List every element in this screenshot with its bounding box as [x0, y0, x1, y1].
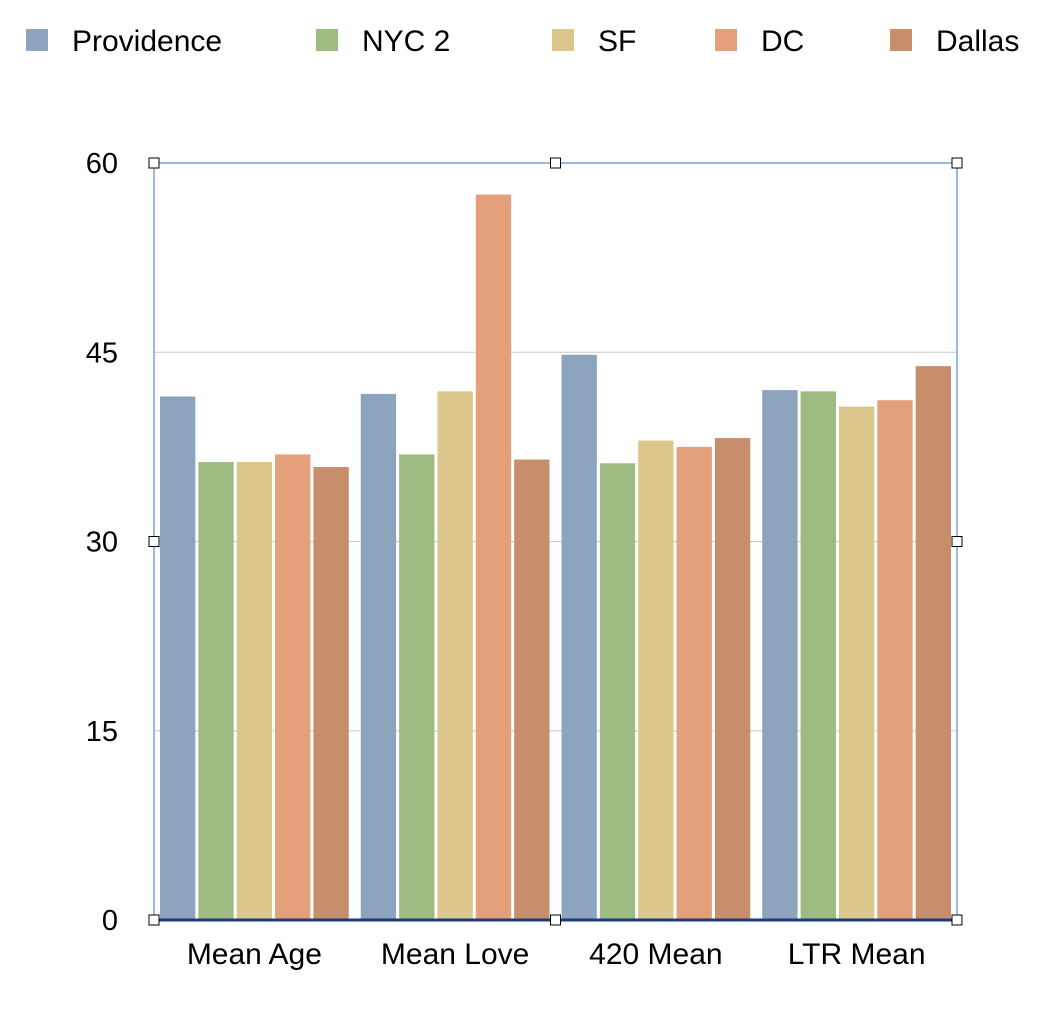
- bar-group-mean-love: [360, 194, 550, 920]
- resize-handle-top-center[interactable]: [550, 157, 561, 169]
- legend-item-dc: DC: [715, 25, 804, 58]
- bar-mean-love-sf: [437, 391, 473, 920]
- bar-mean-age-nyc-2: [198, 462, 234, 920]
- bar-group-420-mean: [561, 354, 751, 921]
- resize-handle-middle-left[interactable]: [148, 536, 160, 547]
- bars: [160, 194, 951, 921]
- resize-handle-bottom-center[interactable]: [550, 914, 561, 926]
- y-tick-45: 45: [86, 337, 118, 369]
- x-category-mean-age: Mean Age: [187, 938, 322, 971]
- legend-swatch-dc: [715, 29, 737, 51]
- legend-swatch-nyc-2: [316, 29, 338, 51]
- bar-ltr-mean-sf: [838, 406, 875, 920]
- legend-item-dallas: Dallas: [890, 25, 1019, 58]
- bar-group-mean-age: [160, 396, 349, 920]
- bar-ltr-mean-dallas: [915, 366, 951, 921]
- y-axis-ticks: 0 15 30 45 60: [86, 148, 118, 937]
- bar-420-mean-nyc-2: [599, 463, 636, 920]
- bar-group-ltr-mean: [762, 366, 951, 921]
- legend-swatch-sf: [552, 29, 574, 51]
- bar-ltr-mean-providence: [762, 390, 798, 921]
- bar-mean-age-sf: [236, 462, 273, 920]
- legend-swatch-providence: [26, 29, 48, 51]
- legend-label-nyc-2: NYC 2: [362, 25, 450, 58]
- resize-handle-top-right[interactable]: [951, 157, 963, 169]
- chart-legend: Providence NYC 2 SF DC Dallas: [26, 25, 1019, 58]
- y-tick-0: 0: [102, 905, 118, 937]
- bar-420-mean-dallas: [714, 438, 751, 920]
- resize-handle-middle-right[interactable]: [951, 536, 963, 547]
- plot-selection-frame: [148, 157, 963, 926]
- bar-ltr-mean-nyc-2: [800, 391, 836, 920]
- y-tick-15: 15: [86, 716, 118, 748]
- bar-mean-love-dc: [475, 194, 512, 920]
- legend-item-nyc-2: NYC 2: [316, 25, 450, 58]
- resize-handle-bottom-left[interactable]: [148, 914, 160, 926]
- bar-ltr-mean-dc: [877, 400, 913, 920]
- bar-420-mean-providence: [561, 354, 597, 921]
- y-tick-60: 60: [86, 148, 118, 180]
- x-axis-categories: Mean Age Mean Love 420 Mean LTR Mean: [187, 938, 926, 971]
- bar-mean-love-providence: [360, 393, 397, 920]
- bar-420-mean-dc: [676, 446, 712, 920]
- bar-mean-love-dallas: [514, 459, 550, 920]
- legend-label-dallas: Dallas: [936, 25, 1019, 58]
- bar-mean-age-dc: [275, 454, 311, 920]
- legend-label-providence: Providence: [72, 25, 222, 58]
- resize-handle-top-left[interactable]: [148, 157, 160, 169]
- bar-mean-age-dallas: [313, 467, 349, 920]
- legend-swatch-dallas: [890, 29, 912, 51]
- x-category-ltr-mean: LTR Mean: [788, 938, 926, 971]
- legend-label-dc: DC: [761, 25, 804, 58]
- bar-mean-love-nyc-2: [399, 454, 435, 920]
- legend-item-sf: SF: [552, 25, 636, 58]
- y-tick-30: 30: [86, 527, 118, 559]
- gridlines: [154, 351, 957, 732]
- resize-handle-bottom-right[interactable]: [951, 914, 963, 926]
- legend-label-sf: SF: [598, 25, 636, 58]
- x-category-mean-love: Mean Love: [381, 938, 529, 971]
- bar-mean-age-providence: [160, 396, 196, 920]
- x-category-420-mean: 420 Mean: [589, 938, 722, 971]
- bar-420-mean-sf: [638, 440, 674, 920]
- legend-item-providence: Providence: [26, 25, 222, 58]
